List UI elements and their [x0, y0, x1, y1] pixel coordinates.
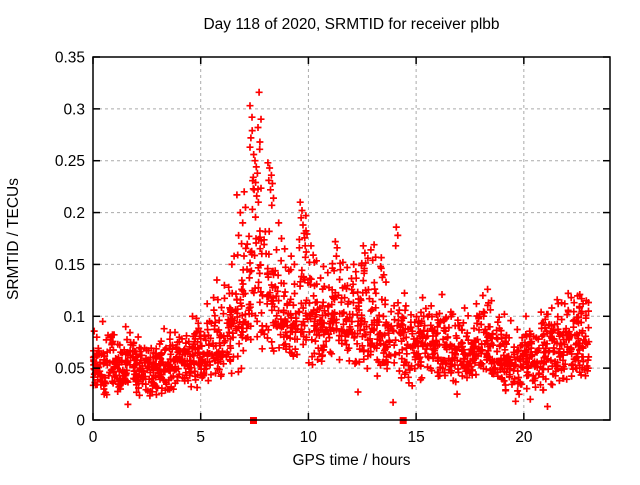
y-tick-label: 0.3 [63, 101, 85, 118]
x-tick-label: 20 [515, 429, 533, 446]
y-tick-label: 0.15 [55, 257, 85, 274]
x-tick-label: 10 [300, 429, 318, 446]
y-tick-label: 0.25 [55, 153, 85, 170]
y-tick-label: 0.1 [63, 309, 85, 326]
x-axis-label: GPS time / hours [292, 452, 411, 469]
x-tick-label: 5 [196, 429, 205, 446]
data-points [89, 88, 593, 410]
tick-labels: 0 5 10 15 20 0 0.05 0.1 0.15 0.2 0.25 0.3 0.35 [55, 50, 533, 447]
y-tick-label: 0 [76, 413, 85, 430]
y-tick-label: 0.35 [55, 50, 85, 67]
x-tick-label: 0 [89, 429, 98, 446]
plot-border [92, 56, 611, 421]
y-tick-label: 0.05 [55, 361, 85, 378]
y-tick-label: 0.2 [63, 205, 85, 222]
x-tick-label: 15 [408, 429, 425, 446]
axis-ticks [92, 56, 610, 421]
y-axis-label: SRMTID / TECUs [5, 178, 22, 300]
chart-title: Day 118 of 2020, SRMTID for receiver plb… [203, 16, 500, 33]
